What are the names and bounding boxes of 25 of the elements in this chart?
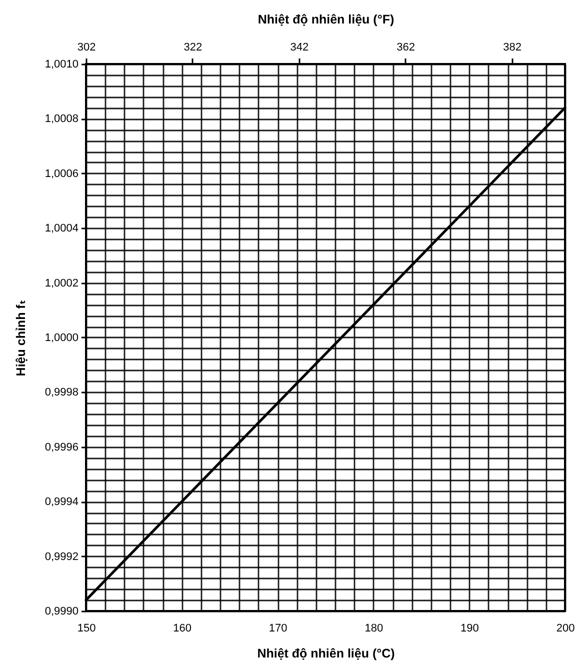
y-tick-label: 1,0002 <box>44 277 78 290</box>
y-tick-label: 0,9990 <box>44 606 78 618</box>
x-tick-label: 190 <box>460 622 479 634</box>
y-tick-label: 0,9994 <box>44 496 78 508</box>
x2-tick-label: 302 <box>77 42 96 54</box>
y-tick-label: 1,0000 <box>44 332 78 344</box>
x2-tick-label: 342 <box>290 42 309 54</box>
x2-axis-title: Nhiệt độ nhiên liệu (°F) <box>258 12 394 26</box>
y-tick-label: 1,0006 <box>44 168 78 180</box>
x2-tick-label: 362 <box>396 42 416 54</box>
x-tick-label: 180 <box>364 622 384 634</box>
y-tick-label: 0,9996 <box>44 441 78 454</box>
y-tick-label: 0,9998 <box>44 386 78 399</box>
y-tick-label: 1,0010 <box>44 58 78 70</box>
x-tick-label: 150 <box>77 622 96 634</box>
y-tick-label: 1,0008 <box>44 113 78 126</box>
x-tick-label: 170 <box>268 622 288 634</box>
x-tick-label: 200 <box>556 622 575 634</box>
y-axis-title: Hiệu chỉnh fₜ <box>14 300 28 376</box>
y-tick-label: 1,0004 <box>44 222 78 235</box>
y-tick-label: 0,9992 <box>44 550 78 563</box>
x-axis-title: Nhiệt độ nhiên liệu (°C) <box>257 646 395 660</box>
x2-tick-label: 322 <box>184 42 202 54</box>
x2-tick-label: 382 <box>503 42 522 54</box>
x-tick-label: 160 <box>173 622 192 634</box>
